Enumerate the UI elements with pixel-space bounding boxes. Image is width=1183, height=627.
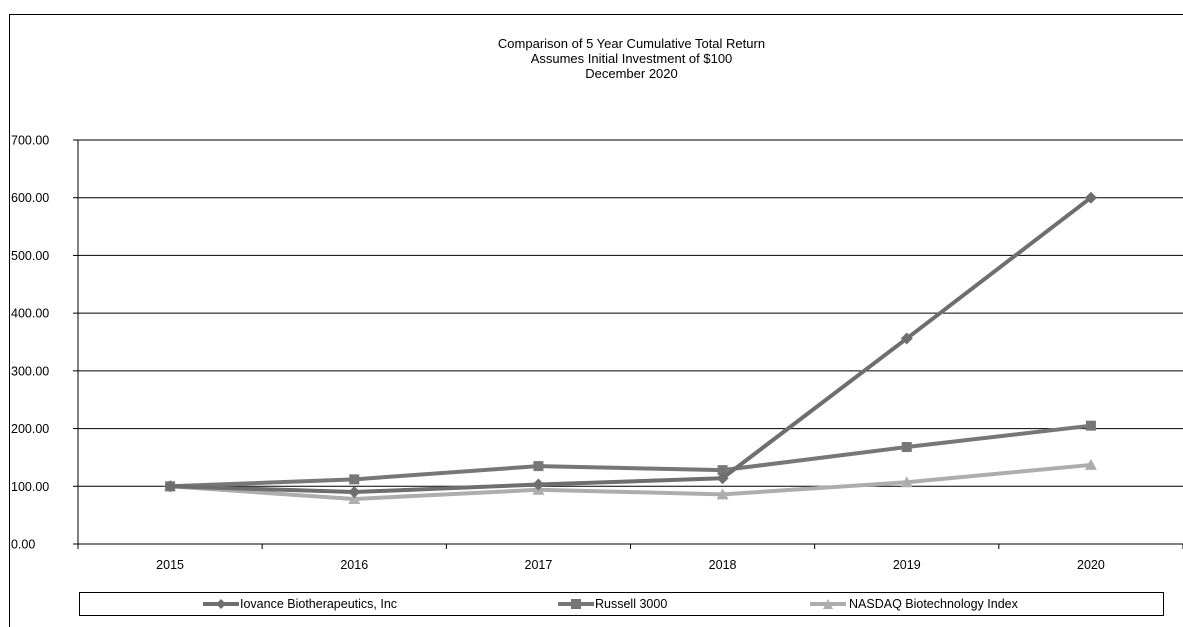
y-tick-label-1: 100.00 [11,480,49,494]
x-tick-label-2015: 2015 [156,558,184,572]
series-line-iovance-biotherapeutics-inc [170,196,1093,495]
legend: Iovance Biotherapeutics, Inc Russell 300… [79,592,1164,616]
point-russell-3000-2019 [901,442,912,453]
point-russell-3000-2018 [717,465,728,476]
y-tick-label-2: 200.00 [11,422,49,436]
legend-swatch-nasdaq [810,599,846,609]
point-nasdaq-biotechnology-index-2020 [1084,458,1097,470]
point-iovance-biotherapeutics-inc-2015 [164,480,177,493]
x-tick-label-2017: 2017 [525,558,553,572]
chart-frame [9,14,1183,627]
legend-swatch-russell [558,599,594,609]
chart-title-line-3: December 2020 [585,66,678,81]
y-tick-label-0: 0.00 [11,538,35,552]
point-iovance-biotherapeutics-inc-2018 [716,472,729,485]
x-tick-label-2018: 2018 [709,558,737,572]
y-tick-label-7: 700.00 [11,134,49,148]
x-tick-label-2020: 2020 [1077,558,1105,572]
y-tick-label-4: 400.00 [11,307,49,321]
y-tick-label-6: 600.00 [11,191,49,205]
legend-label-russell: Russell 3000 [595,597,668,611]
chart-title-line-1: Comparison of 5 Year Cumulative Total Re… [497,36,766,51]
point-nasdaq-biotechnology-index-2016 [348,492,361,504]
point-iovance-biotherapeutics-inc-2020 [1084,191,1097,204]
point-iovance-biotherapeutics-inc-2019 [900,332,913,345]
legend-label-nasdaq: NASDAQ Biotechnology Index [849,597,1018,611]
chart-title-line-2: Assumes Initial Investment of $100 [530,51,733,66]
y-tick-label-5: 500.00 [11,249,49,263]
x-tick-label-2019: 2019 [893,558,921,572]
point-iovance-biotherapeutics-inc-2017 [532,478,545,491]
x-tick-label-2016: 2016 [340,558,368,572]
point-nasdaq-biotechnology-index-2019 [900,476,913,488]
y-tick-label-3: 300.00 [11,364,49,378]
point-iovance-biotherapeutics-inc-2016 [348,486,361,499]
series-line-russell-3000 [170,423,1092,489]
series-line-nasdaq-biotechnology-index [169,462,1092,501]
legend-swatch-iovance [203,599,239,609]
legend-label-iovance: Iovance Biotherapeutics, Inc [240,597,398,611]
point-russell-3000-2017 [533,461,544,472]
point-russell-3000-2016 [349,474,360,485]
point-russell-3000-2020 [1085,420,1096,431]
point-nasdaq-biotechnology-index-2018 [716,488,729,500]
